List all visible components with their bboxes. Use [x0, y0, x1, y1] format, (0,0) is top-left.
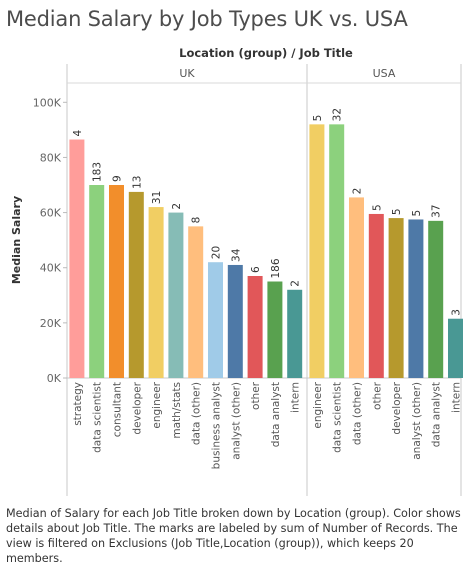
x-category-label: business analyst [211, 382, 223, 469]
y-tick-label: 60K [40, 207, 62, 220]
bar-count-label: 5 [411, 210, 423, 217]
bar [188, 226, 204, 378]
bar [448, 318, 463, 378]
x-category-label: data (other) [352, 382, 364, 445]
bar [309, 124, 325, 379]
x-category-label: developer [391, 381, 403, 434]
bar-count-label: 9 [112, 175, 124, 182]
x-category-label: strategy [72, 382, 84, 426]
bar-count-label: 34 [230, 248, 242, 262]
bar-chart: Location (group) / Job Title Median Sala… [10, 46, 463, 496]
bar [388, 218, 404, 378]
bar [267, 281, 283, 378]
bar-count-label: 186 [270, 258, 282, 278]
x-category-label: math/stats [171, 382, 183, 439]
bar-count-label: 3 [451, 309, 463, 316]
x-category-label: developer [131, 381, 143, 434]
bar [227, 264, 243, 378]
bar-count-label: 37 [431, 204, 443, 217]
bar [148, 207, 164, 378]
bar [208, 262, 223, 378]
x-category-label: analyst (other) [411, 382, 423, 460]
bar-count-label: 183 [92, 162, 104, 182]
bar [408, 219, 424, 378]
panel-header-uk: UK [179, 67, 195, 80]
bar [109, 185, 124, 378]
x-category-label: other [371, 381, 383, 410]
bar [247, 275, 263, 378]
column-header: Location (group) / Job Title [179, 46, 353, 60]
bar-count-label: 31 [151, 191, 163, 204]
bar-count-label: 8 [191, 217, 203, 224]
bar [168, 212, 184, 378]
bar-count-label: 32 [332, 108, 344, 121]
x-category-label: engineer [312, 381, 324, 428]
bar-count-label: 4 [72, 130, 84, 137]
bar-count-label: 5 [312, 115, 324, 122]
bar-count-label: 2 [171, 203, 183, 210]
x-category-label: data scientist [92, 382, 104, 453]
y-tick-label: 0K [47, 372, 62, 385]
bar [368, 213, 384, 378]
y-tick-label: 20K [40, 317, 62, 330]
bar [128, 191, 144, 378]
bar-count-label: 5 [371, 204, 383, 211]
bar [329, 124, 345, 379]
chart-title: Median Salary by Job Types UK vs. USA [6, 7, 408, 31]
bar [287, 289, 303, 378]
bars-layer: 4 strategy 183 data scientist 9 consultant 13 d… [69, 108, 463, 469]
chart-caption: Median of Salary for each Job Title brok… [6, 507, 461, 565]
bar-count-label: 5 [391, 208, 403, 215]
y-tick-label: 100K [33, 96, 62, 109]
bar-count-label: 13 [131, 176, 143, 189]
panel-header-usa: USA [373, 67, 396, 80]
y-tick-label: 80K [40, 151, 62, 164]
bar-count-label: 6 [250, 266, 262, 273]
bar-count-label: 2 [290, 280, 302, 287]
bar [428, 220, 444, 378]
bar [69, 139, 85, 378]
x-category-label: data scientist [332, 382, 344, 453]
x-category-label: engineer [151, 381, 163, 428]
x-category-label: data analyst [270, 382, 282, 447]
y-tick-label: 40K [40, 262, 62, 275]
bar [89, 185, 105, 378]
axes-layer: UK USA 0K 20K 40K 60K 80K 100K [33, 64, 462, 496]
bar-count-label: 20 [211, 246, 223, 259]
bar-count-label: 2 [352, 188, 364, 195]
y-axis-title: Median Salary [10, 196, 23, 284]
x-category-label: consultant [112, 382, 124, 437]
x-category-label: intern [451, 382, 463, 413]
x-category-label: analyst (other) [230, 382, 242, 460]
x-category-label: data (other) [191, 382, 203, 445]
x-category-label: data analyst [431, 382, 443, 447]
bar [349, 197, 364, 378]
x-category-label: intern [290, 382, 302, 413]
x-category-label: other [250, 381, 262, 410]
